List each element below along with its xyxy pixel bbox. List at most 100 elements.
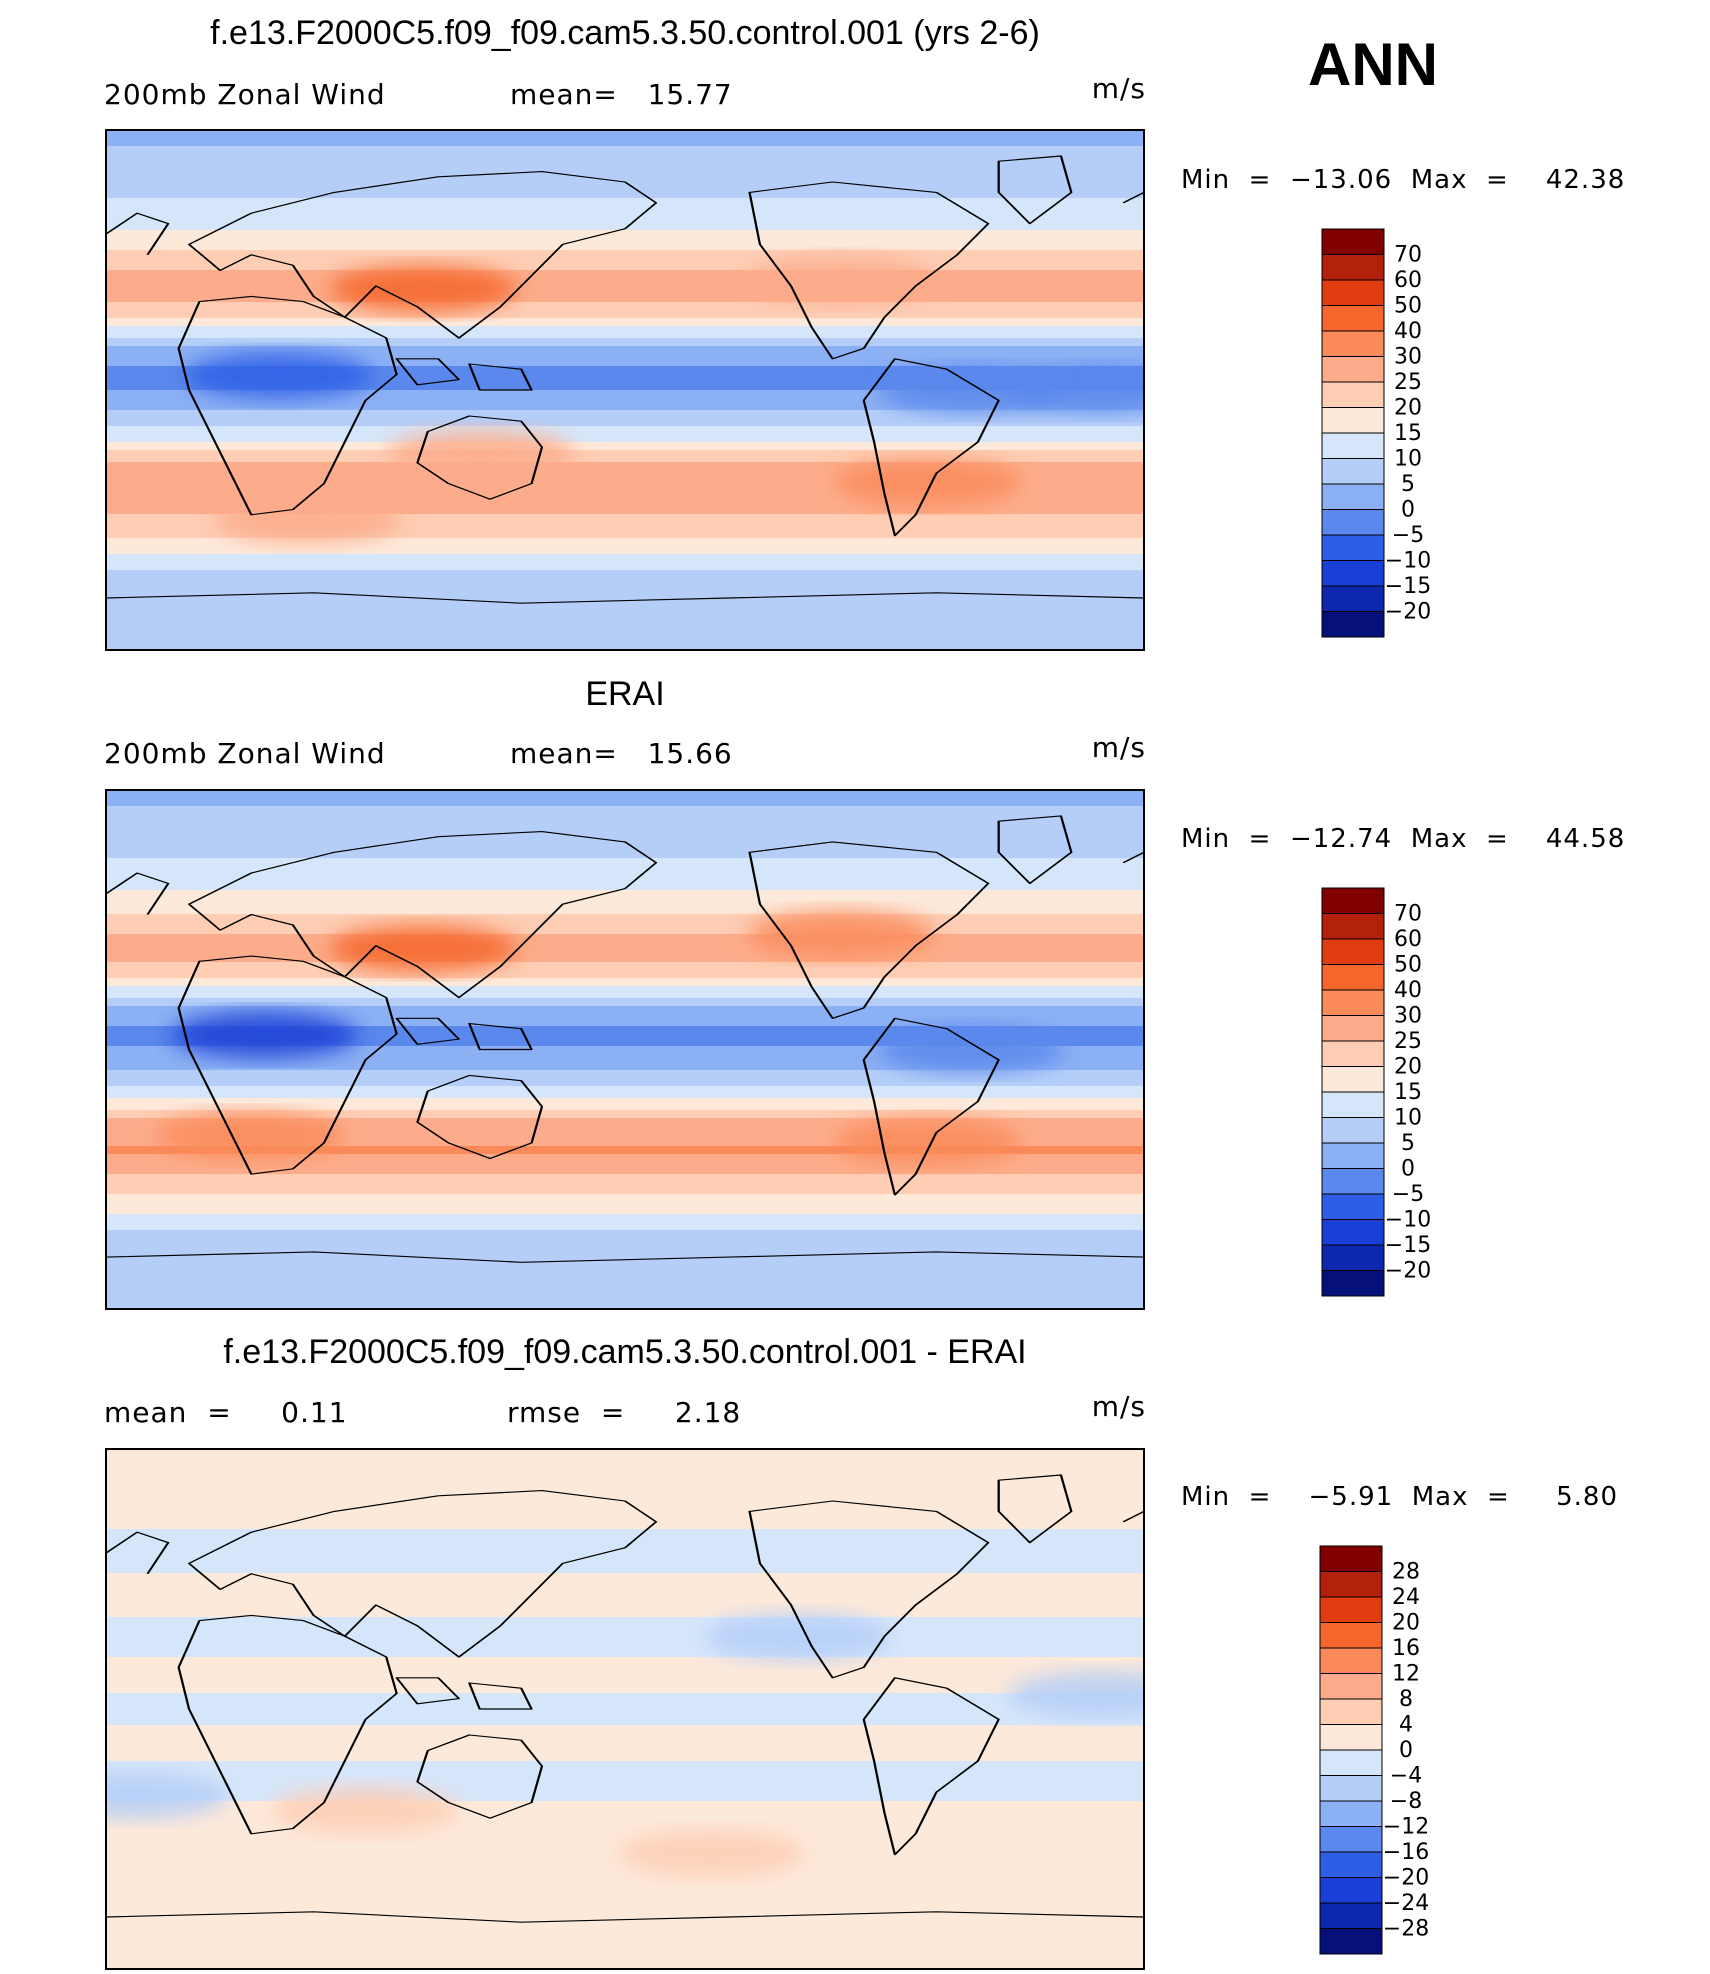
field-band bbox=[106, 1254, 1144, 1259]
field-band bbox=[106, 814, 1144, 819]
field-band bbox=[106, 1026, 1144, 1031]
field-extreme bbox=[704, 1613, 892, 1661]
colorbar-swatch bbox=[1321, 407, 1385, 434]
colorbar-swatch bbox=[1319, 1928, 1383, 1955]
field-band bbox=[106, 1306, 1144, 1309]
field-extreme bbox=[618, 1830, 805, 1877]
field-band bbox=[106, 642, 1144, 647]
field-band bbox=[106, 586, 1144, 591]
field-band bbox=[106, 1797, 1144, 1802]
field-band bbox=[106, 206, 1144, 211]
field-band bbox=[106, 1130, 1144, 1135]
field-band bbox=[106, 578, 1144, 583]
field-band bbox=[106, 318, 1144, 323]
field-band bbox=[106, 1102, 1144, 1107]
field-band bbox=[106, 1765, 1144, 1770]
colorbar-tick-label: 15 bbox=[1394, 1080, 1422, 1105]
colorbar-swatch bbox=[1321, 356, 1385, 383]
field-band bbox=[106, 1465, 1144, 1470]
colorbar-swatch bbox=[1319, 1596, 1383, 1623]
field-band bbox=[106, 1541, 1144, 1546]
field-band bbox=[106, 1046, 1144, 1051]
colorbar-swatch bbox=[1319, 1749, 1383, 1776]
field-band bbox=[106, 178, 1144, 183]
field-band bbox=[106, 1641, 1144, 1646]
field-band bbox=[106, 1266, 1144, 1271]
field-band bbox=[106, 522, 1144, 527]
field-band bbox=[106, 1925, 1144, 1930]
colorbar-swatch bbox=[1319, 1545, 1383, 1572]
field-band bbox=[106, 594, 1144, 599]
field-band bbox=[106, 370, 1144, 375]
field-band bbox=[106, 1286, 1144, 1291]
colorbar-swatch bbox=[1319, 1851, 1383, 1878]
field-band bbox=[106, 1721, 1144, 1726]
field-band bbox=[106, 1270, 1144, 1275]
field-band bbox=[106, 1593, 1144, 1598]
field-band bbox=[106, 870, 1144, 875]
colorbar-tick-label: 60 bbox=[1394, 927, 1422, 952]
panel-difference-minmax: Min = −5.91 Max = 5.80 bbox=[1181, 1482, 1618, 1512]
field-band bbox=[106, 442, 1144, 447]
panel-model-minmax: Min = −13.06 Max = 42.38 bbox=[1181, 165, 1625, 195]
field-band bbox=[106, 1142, 1144, 1147]
colorbar-tick-label: 5 bbox=[1401, 1131, 1415, 1156]
field-band bbox=[106, 374, 1144, 379]
field-band bbox=[106, 1829, 1144, 1834]
field-band bbox=[106, 1929, 1144, 1934]
field-band bbox=[106, 1505, 1144, 1510]
colorbar-swatch bbox=[1319, 1826, 1383, 1853]
colorbar-swatch bbox=[1321, 585, 1385, 612]
field-band bbox=[106, 830, 1144, 835]
field-extreme bbox=[747, 910, 935, 958]
colorbar-tick-label: 0 bbox=[1401, 1157, 1415, 1182]
colorbar-tick-label: −10 bbox=[1385, 549, 1431, 574]
colorbar-swatch bbox=[1321, 534, 1385, 561]
field-band bbox=[106, 582, 1144, 587]
field-band bbox=[106, 1553, 1144, 1558]
field-band bbox=[106, 906, 1144, 911]
field-band bbox=[106, 250, 1144, 255]
field-band bbox=[106, 822, 1144, 827]
field-band bbox=[106, 1901, 1144, 1906]
field-band bbox=[106, 1761, 1144, 1766]
field-extreme bbox=[834, 1118, 1022, 1166]
field-band bbox=[106, 1633, 1144, 1638]
colorbar-swatch bbox=[1321, 913, 1385, 940]
field-band bbox=[106, 1473, 1144, 1478]
field-band bbox=[106, 1246, 1144, 1251]
field-band bbox=[106, 518, 1144, 523]
field-band bbox=[106, 474, 1144, 479]
field-band bbox=[106, 1082, 1144, 1087]
field-extreme bbox=[329, 265, 517, 313]
field-band bbox=[106, 1262, 1144, 1267]
field-band bbox=[106, 282, 1144, 287]
field-band bbox=[106, 1110, 1144, 1115]
field-band bbox=[106, 1693, 1144, 1698]
field-band bbox=[106, 990, 1144, 995]
field-band bbox=[106, 1477, 1144, 1482]
colorbar-swatch bbox=[1321, 432, 1385, 459]
field-band bbox=[106, 194, 1144, 199]
field-band bbox=[106, 1629, 1144, 1634]
field-band bbox=[106, 622, 1144, 627]
field-band bbox=[106, 1074, 1144, 1079]
field-band bbox=[106, 1781, 1144, 1786]
field-band bbox=[106, 486, 1144, 491]
field-band bbox=[106, 414, 1144, 419]
field-band bbox=[106, 1669, 1144, 1674]
field-band bbox=[106, 470, 1144, 475]
field-band bbox=[106, 302, 1144, 307]
field-band bbox=[106, 1090, 1144, 1095]
field-band bbox=[106, 1174, 1144, 1179]
field-band bbox=[106, 1525, 1144, 1530]
field-band bbox=[106, 1557, 1144, 1562]
field-band bbox=[106, 646, 1144, 650]
field-band bbox=[106, 998, 1144, 1003]
panel-model-frame bbox=[105, 129, 1145, 651]
field-band bbox=[106, 638, 1144, 643]
field-band bbox=[106, 1238, 1144, 1243]
field-band bbox=[106, 1501, 1144, 1506]
field-band bbox=[106, 1685, 1144, 1690]
field-band bbox=[106, 1677, 1144, 1682]
